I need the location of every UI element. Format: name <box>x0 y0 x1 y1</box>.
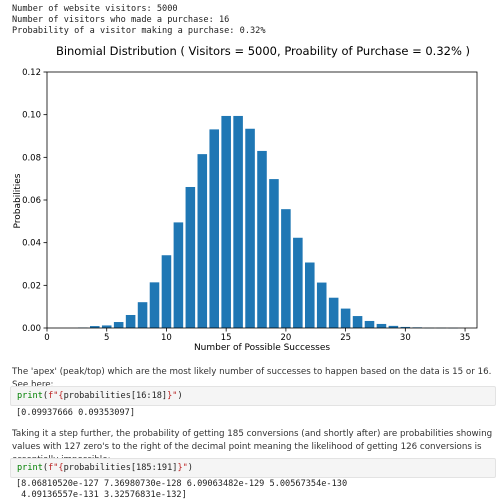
chart-title: Binomial Distribution ( Visitors = 5000,… <box>56 44 470 58</box>
bar <box>162 255 172 328</box>
x-tick-label: 20 <box>280 333 291 343</box>
y-tick-label: 0.02 <box>22 281 41 291</box>
x-tick-label: 5 <box>104 333 109 343</box>
output-line: [8.06810520e-127 7.36980730e-128 6.09063… <box>16 479 347 490</box>
bar <box>186 187 196 328</box>
cell-output-1: [0.09937666 0.09353097] <box>16 408 135 419</box>
bar <box>257 151 267 328</box>
bar <box>341 309 351 328</box>
bar <box>245 129 255 328</box>
bar <box>305 263 315 328</box>
bar <box>377 324 387 328</box>
bar <box>150 282 160 328</box>
bar <box>138 302 148 328</box>
bar <box>281 209 291 328</box>
cell-output-2: [8.06810520e-127 7.36980730e-128 6.09063… <box>16 479 347 501</box>
bar <box>233 116 243 328</box>
bar <box>221 116 231 328</box>
y-tick-label: 0.00 <box>22 324 41 334</box>
code-expression: probabilities[16:18] <box>64 391 167 401</box>
output-line: 4.09136557e-131 3.32576831e-132] <box>16 490 347 501</box>
x-tick-label: 10 <box>161 333 172 343</box>
bar <box>209 129 219 328</box>
x-tick-label: 30 <box>400 333 411 343</box>
x-tick-label: 15 <box>221 333 232 343</box>
code-cell-2[interactable]: print(f"{probabilities[185:191]}") <box>10 458 496 478</box>
print-keyword: print <box>17 391 43 401</box>
bar <box>198 154 208 328</box>
y-tick-label: 0.10 <box>22 111 41 121</box>
binomial-bar-chart: 0 5 10 15 20 25 30 35 0.00 0.02 0.04 0.06 0.08 0.10 0.… <box>0 38 504 358</box>
y-axis-label: Probabilities <box>13 173 23 228</box>
print-keyword: print <box>17 463 43 473</box>
y-tick-label: 0.04 <box>22 239 41 249</box>
x-tick-label: 25 <box>340 333 351 343</box>
bar <box>174 222 184 328</box>
x-axis-label: Number of Possible Successes <box>194 343 330 353</box>
output-line: Number of visitors who made a purchase: … <box>12 15 266 26</box>
bar <box>365 321 375 328</box>
x-tick-label: 0 <box>44 333 49 343</box>
y-tick-label: 0.08 <box>22 153 41 163</box>
y-tick-label: 0.12 <box>22 68 41 78</box>
bar <box>329 298 339 328</box>
bar <box>269 179 279 328</box>
bar <box>317 283 327 328</box>
output-line: Probability of a visitor making a purcha… <box>12 26 266 37</box>
x-tick-label: 35 <box>460 333 471 343</box>
code-cell-1[interactable]: print(f"{probabilities[16:18]}") <box>10 386 496 406</box>
code-expression: probabilities[185:191] <box>64 463 178 473</box>
bar <box>114 322 124 328</box>
bar <box>293 238 303 328</box>
output-line: Number of website visitors: 5000 <box>12 4 266 15</box>
bar <box>353 316 363 328</box>
y-tick-label: 0.06 <box>22 196 41 206</box>
bar <box>126 315 136 328</box>
